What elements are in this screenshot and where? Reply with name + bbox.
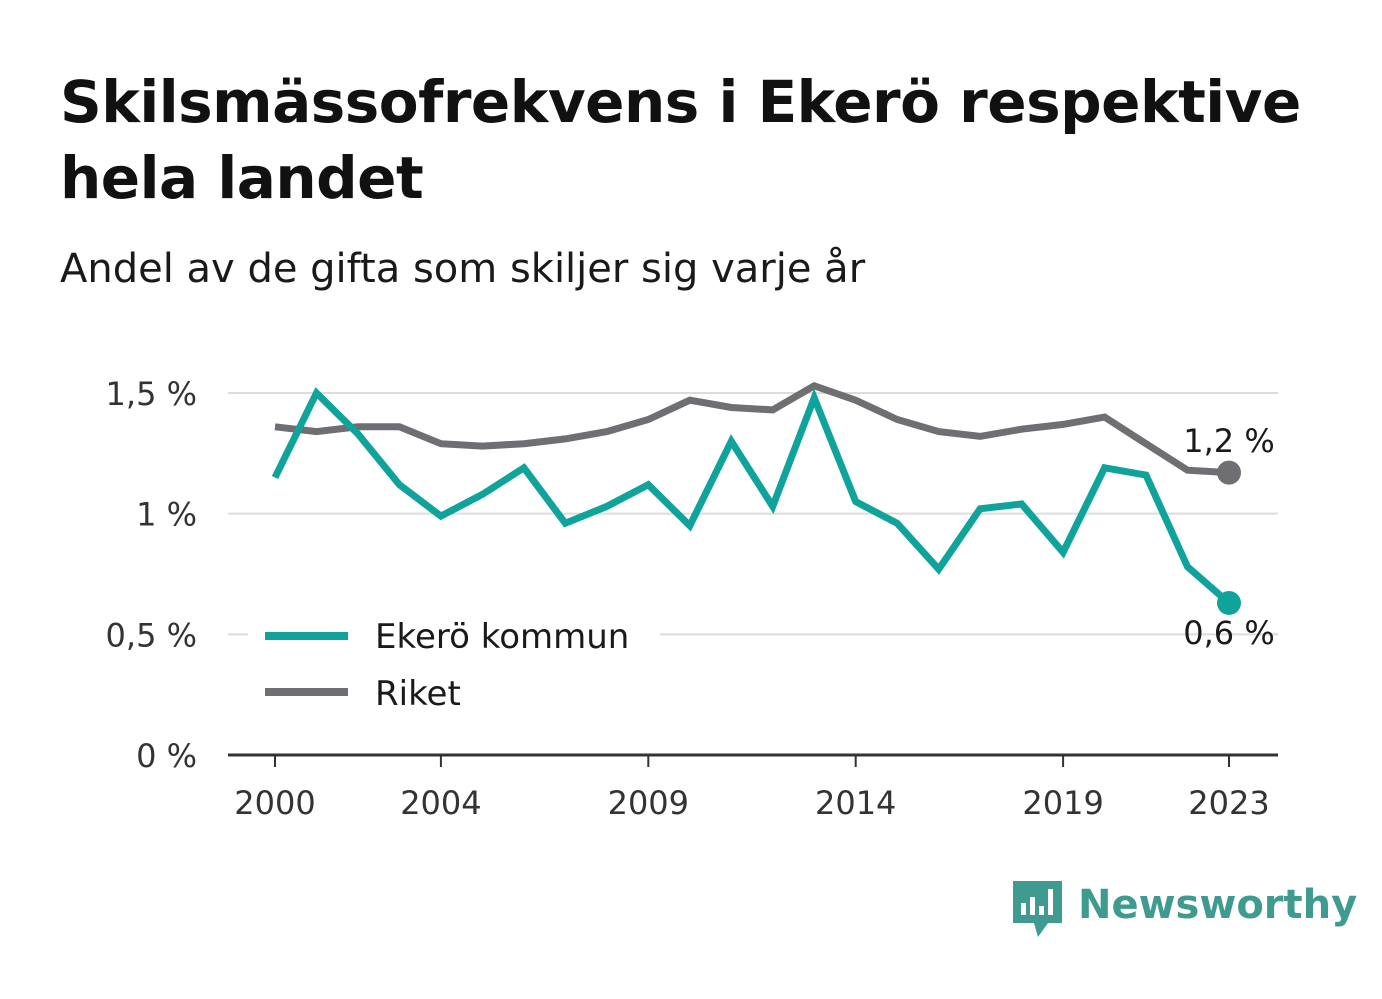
chart-subtitle: Andel av de gifta som skiljer sig varje … (60, 246, 866, 292)
x-tick-label: 2000 (234, 784, 315, 822)
x-tick-label: 2004 (400, 784, 481, 822)
series (271, 381, 1241, 615)
x-tick-label: 2019 (1022, 784, 1103, 822)
newsworthy-brand: Newsworthy (1013, 881, 1357, 937)
y-axis-ticks: 0 % 0,5 % 1 % 1,5 % (106, 375, 197, 775)
y-tick-label: 1,5 % (106, 375, 197, 413)
x-tick-label: 2023 (1188, 784, 1269, 822)
brand-name: Newsworthy (1078, 882, 1357, 928)
y-tick-label: 1 % (136, 496, 197, 534)
newsworthy-logo-icon (1013, 881, 1062, 937)
y-tick-label: 0 % (136, 737, 197, 775)
x-axis-ticks: 2000 2004 2009 2014 2019 2023 (234, 755, 1270, 822)
x-tick-label: 2009 (608, 784, 689, 822)
legend-label-riket: Riket (375, 674, 461, 714)
y-tick-label: 0,5 % (106, 616, 197, 654)
series-line-ekero (271, 387, 1232, 606)
end-label-ekero: 0,6 % (1183, 614, 1274, 652)
chart-title: Skilsmässofrekvens i Ekerö respektive he… (60, 68, 1301, 212)
legend: Ekerö kommun Riket (248, 600, 660, 720)
end-point-ekero (1217, 590, 1241, 615)
end-label-riket: 1,2 % (1183, 422, 1274, 460)
end-labels: 1,2 % 0,6 % (1183, 422, 1274, 652)
x-tick-label: 2014 (815, 784, 896, 822)
legend-background (248, 600, 660, 720)
legend-label-ekero: Ekerö kommun (375, 617, 629, 657)
end-point-riket (1217, 460, 1241, 485)
series-line-riket (274, 381, 1230, 477)
